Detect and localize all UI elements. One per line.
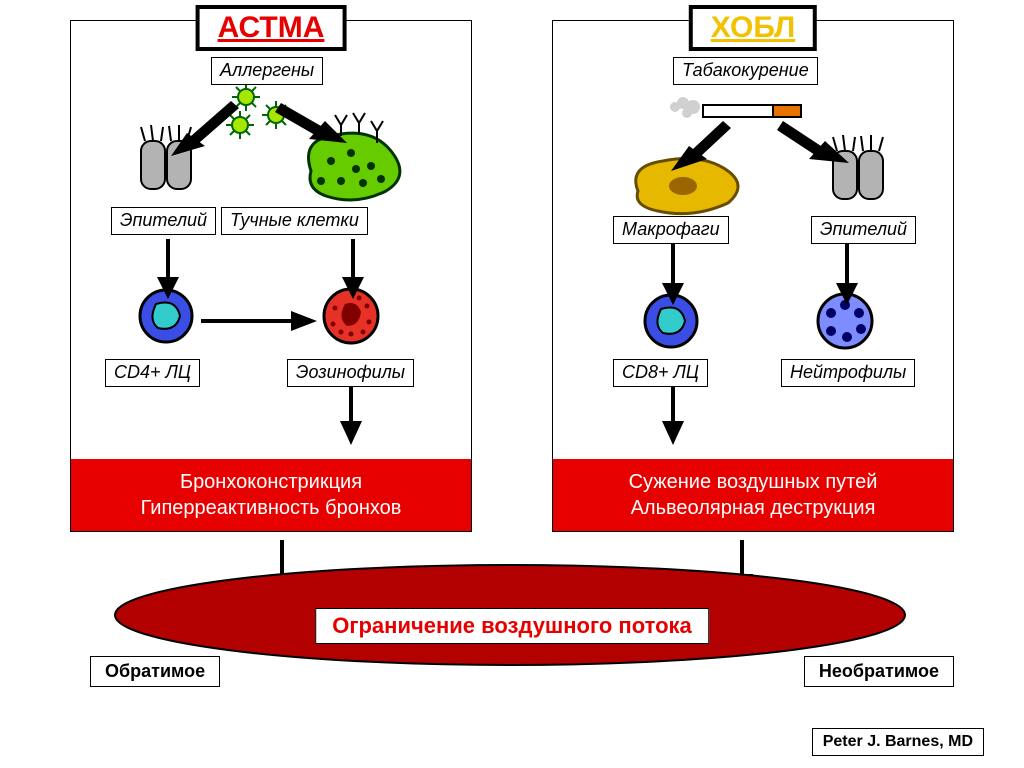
asthma-epithelium-box: Эпителий <box>111 207 216 235</box>
copd-macro-box: Макрофаги <box>613 216 729 244</box>
asthma-result-box: Бронхоконстрикция Гиперреактивность брон… <box>71 459 471 531</box>
reversible-box: Обратимое <box>90 656 220 687</box>
asthma-mastcell-box: Тучные клетки <box>221 207 368 235</box>
asthma-arrows <box>71 21 471 531</box>
copd-arrows <box>553 21 953 531</box>
asthma-cd4-box: CD4+ ЛЦ <box>105 359 200 387</box>
copd-title: ХОБЛ <box>689 5 817 51</box>
outcome-label: Ограничение воздушного потока <box>315 608 709 644</box>
asthma-eosinophil-box: Эозинофилы <box>287 359 414 387</box>
asthma-panel: АСТМА <box>70 20 472 532</box>
comparison-panels: АСТМА <box>20 20 1004 532</box>
asthma-trigger-box: Аллергены <box>211 57 323 85</box>
copd-trigger-box: Табакокурение <box>673 57 818 85</box>
copd-cd8-box: CD8+ ЛЦ <box>613 359 708 387</box>
irreversible-box: Необратимое <box>804 656 954 687</box>
asthma-title: АСТМА <box>196 5 347 51</box>
credit-box: Peter J. Barnes, MD <box>812 728 984 756</box>
copd-panel: ХОБЛ <box>552 20 954 532</box>
copd-epithelium-box: Эпителий <box>811 216 916 244</box>
copd-neutrophil-box: Нейтрофилы <box>781 359 915 387</box>
copd-result-box: Сужение воздушных путей Альвеолярная дес… <box>553 459 953 531</box>
